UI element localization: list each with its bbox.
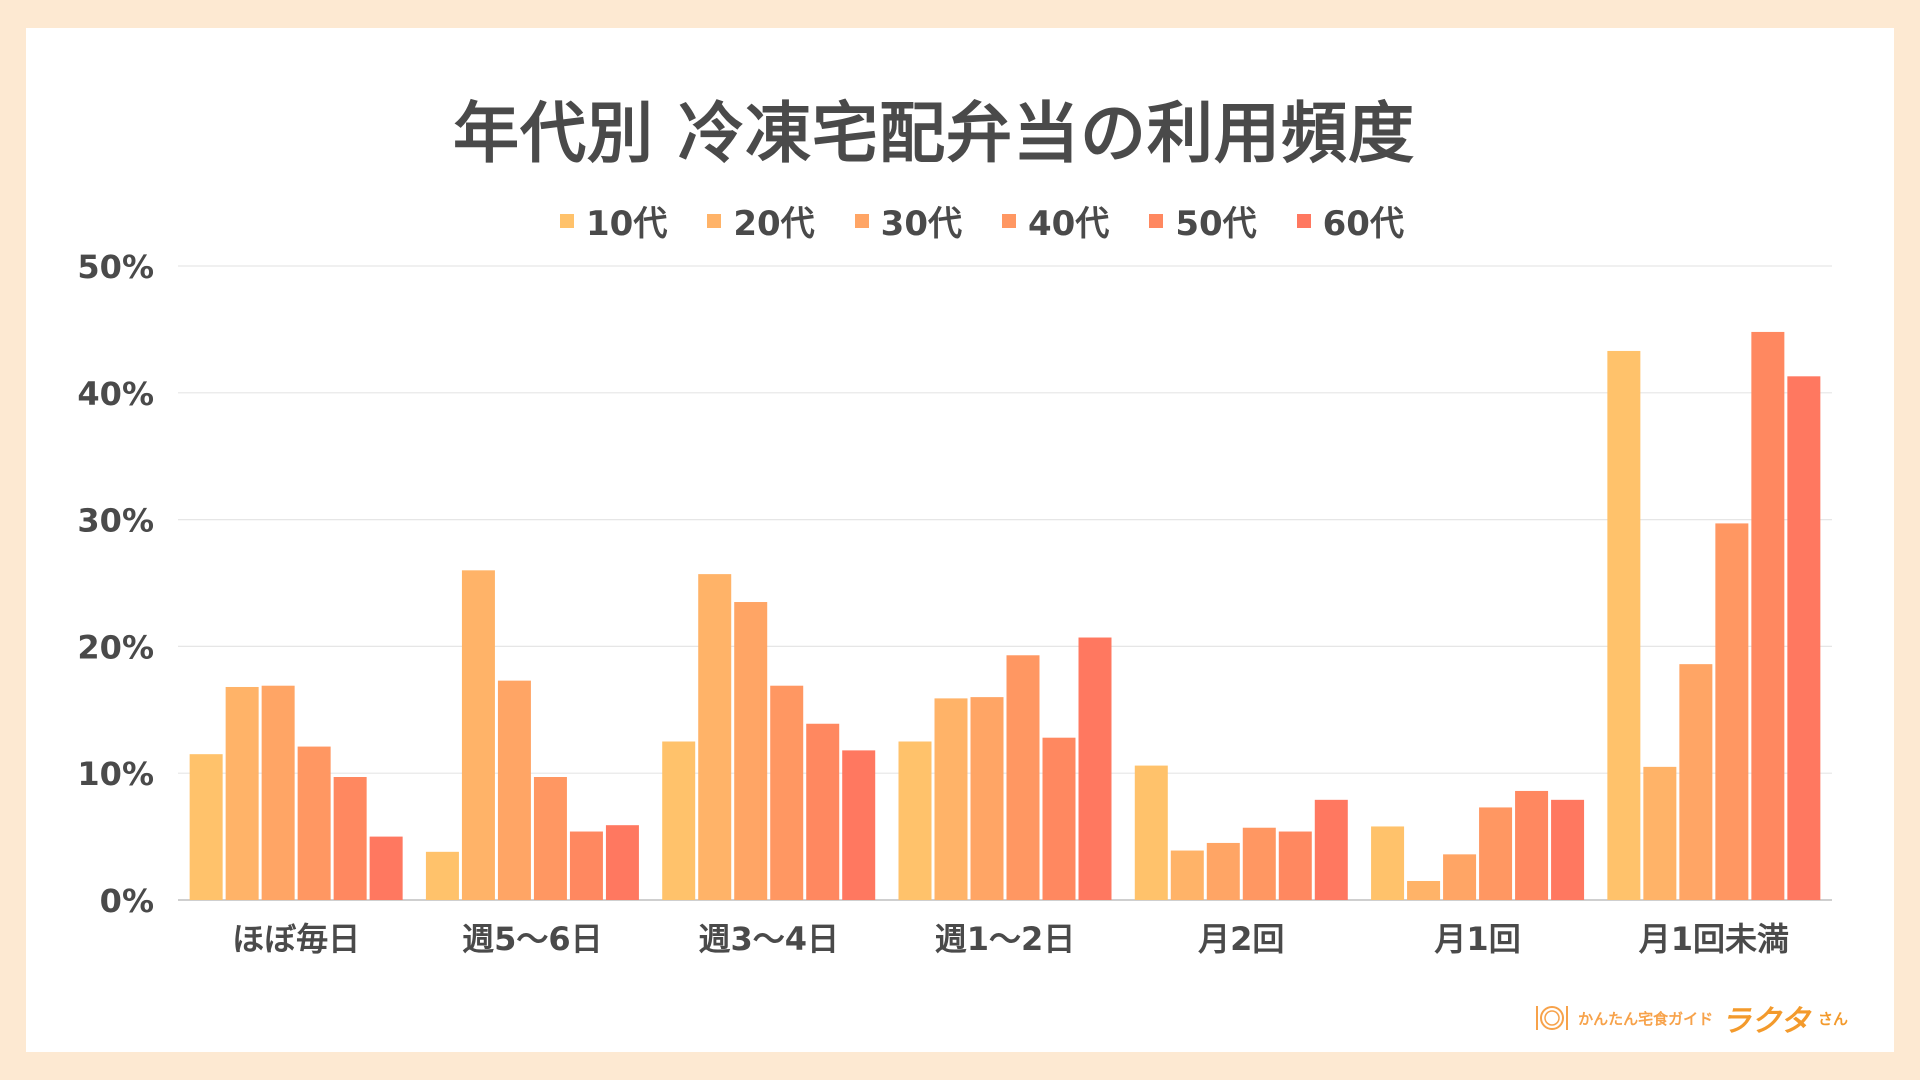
- bar: [225, 686, 259, 900]
- plate-cutlery-icon: [1536, 1006, 1569, 1030]
- legend: 10代 20代 30代 40代 50代 60代: [560, 196, 1404, 245]
- bar: [1371, 826, 1405, 900]
- y-tick-label: 40%: [77, 375, 154, 413]
- legend-item: 20代: [707, 196, 815, 245]
- bar: [1407, 880, 1441, 900]
- x-tick-label: 月1回未満: [1639, 920, 1789, 958]
- bar: [333, 777, 367, 900]
- bar: [261, 685, 295, 900]
- bar: [569, 831, 603, 900]
- bar: [533, 777, 567, 900]
- legend-item: 10代: [560, 196, 667, 245]
- bar: [898, 741, 932, 900]
- legend-item: 40代: [1001, 196, 1110, 245]
- x-tick-label: 月1回: [1434, 920, 1520, 958]
- bar: [770, 685, 804, 900]
- bar: [1551, 799, 1585, 900]
- bar: [1479, 807, 1513, 900]
- legend-label: 30代: [880, 204, 962, 244]
- bar: [1787, 376, 1821, 900]
- brand-name: ラクタ: [1721, 1004, 1810, 1039]
- bar: [605, 825, 639, 900]
- legend-swatch: [1001, 213, 1016, 228]
- bar: [497, 680, 531, 900]
- bar: [1078, 637, 1112, 900]
- bar: [662, 741, 696, 900]
- bar: [1643, 766, 1677, 900]
- bar: [842, 750, 876, 900]
- legend-swatch: [560, 213, 574, 228]
- bar: [1042, 737, 1076, 900]
- bar: [734, 602, 768, 900]
- bar: [1751, 331, 1785, 900]
- bar: [297, 746, 331, 900]
- bar: [1242, 827, 1276, 900]
- bar: [369, 836, 403, 900]
- legend-swatch: [854, 213, 869, 228]
- bar: [970, 697, 1004, 900]
- bar: [1314, 799, 1348, 900]
- legend-label: 60代: [1322, 204, 1404, 244]
- legend-swatch: [1149, 213, 1164, 228]
- bar: [1006, 655, 1040, 900]
- x-tick-label: 月2回: [1198, 920, 1284, 958]
- bar: [1134, 765, 1168, 900]
- brand-logo: かんたん宅食ガイド ラクタ さん: [1534, 996, 1848, 1040]
- legend-swatch: [707, 213, 722, 228]
- bar: [461, 570, 495, 900]
- bar: [1170, 850, 1204, 900]
- bar: [1206, 842, 1240, 900]
- legend-item: 60代: [1296, 196, 1404, 245]
- y-tick-label: 30%: [77, 502, 154, 540]
- bar: [189, 754, 223, 900]
- legend-label: 40代: [1027, 204, 1110, 244]
- x-tick-label: ほぼ毎日: [232, 920, 360, 958]
- bar: [1679, 664, 1713, 900]
- legend-swatch: [1296, 213, 1311, 228]
- bar: [1715, 523, 1749, 900]
- legend-item: 50代: [1149, 196, 1257, 245]
- x-tick-label: 週1〜2日: [935, 920, 1076, 958]
- bar: [1278, 831, 1312, 900]
- y-tick-label: 10%: [77, 755, 154, 793]
- bar: [698, 574, 732, 900]
- legend-label: 20代: [733, 204, 815, 244]
- bar: [934, 698, 968, 900]
- bar: [1515, 790, 1549, 900]
- bar: [425, 851, 459, 900]
- bar: [1607, 350, 1641, 900]
- legend-item: 30代: [854, 196, 962, 245]
- bar: [1443, 854, 1477, 900]
- brand-subtitle: かんたん宅食ガイド: [1578, 1009, 1714, 1028]
- y-tick-label: 0%: [100, 882, 154, 920]
- bar: [806, 723, 840, 900]
- legend-label: 50代: [1175, 204, 1257, 244]
- x-tick-label: 週5〜6日: [462, 920, 603, 958]
- chart-title: 年代別 冷凍宅配弁当の利用頻度: [453, 95, 1415, 172]
- y-tick-label: 20%: [77, 628, 154, 666]
- y-tick-label: 50%: [77, 248, 154, 286]
- legend-label: 10代: [586, 204, 668, 244]
- brand-suffix: さん: [1817, 1009, 1848, 1028]
- x-tick-label: 週3〜4日: [698, 920, 839, 958]
